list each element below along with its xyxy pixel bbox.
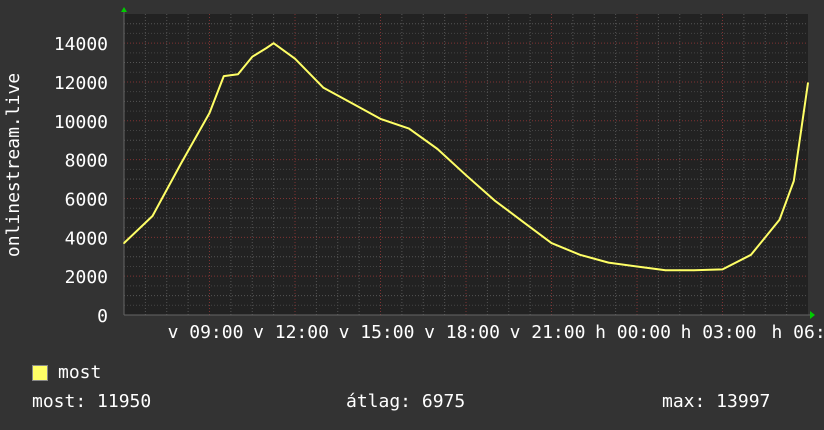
y-tick-label: 6000 xyxy=(65,189,108,210)
data-point xyxy=(294,57,296,60)
data-point xyxy=(664,269,667,272)
stat-current: most: 11950 xyxy=(32,391,152,412)
data-point xyxy=(208,112,211,114)
data-point xyxy=(778,219,781,221)
y-tick-label: 12000 xyxy=(54,73,108,94)
legend: most xyxy=(32,362,101,383)
y-tick-label: 14000 xyxy=(54,34,108,55)
data-point xyxy=(222,75,225,77)
data-point xyxy=(379,118,382,120)
data-point xyxy=(807,82,809,84)
data-point xyxy=(579,254,581,256)
y-tick-label: 4000 xyxy=(65,228,108,249)
x-tick-label: v 18:00 xyxy=(424,322,500,343)
x-tick-label: v 21:00 xyxy=(510,322,586,343)
x-axis-arrow xyxy=(810,311,815,319)
data-point xyxy=(792,180,795,182)
data-point xyxy=(607,261,610,264)
data-point xyxy=(237,73,239,75)
data-point xyxy=(265,47,268,49)
y-tick-label: 8000 xyxy=(65,151,108,172)
y-tick-label: 2000 xyxy=(65,267,108,288)
legend-swatch xyxy=(32,364,48,381)
data-point xyxy=(493,199,496,202)
x-tick-label: h 06:0 xyxy=(771,322,824,343)
x-tick-label: v 09:00 xyxy=(168,322,244,343)
data-point xyxy=(636,265,638,268)
data-point xyxy=(251,55,254,58)
x-tick-label: h 00:00 xyxy=(595,322,671,343)
data-point xyxy=(180,162,182,165)
y-tick-label: 10000 xyxy=(54,112,108,133)
stat-max: max: 13997 xyxy=(662,391,771,412)
data-point xyxy=(272,42,275,44)
y-axis-label: onlinestream.live xyxy=(3,73,24,257)
data-point xyxy=(436,148,439,150)
data-point xyxy=(322,86,325,89)
legend-label: most xyxy=(58,362,102,383)
data-point xyxy=(123,242,125,244)
data-point xyxy=(550,242,553,244)
y-tick-label: 0 xyxy=(97,306,108,327)
data-point xyxy=(408,127,410,130)
stat-average: átlag: 6975 xyxy=(346,391,466,412)
data-point xyxy=(465,174,467,176)
data-point xyxy=(351,102,353,105)
x-tick-label: v 15:00 xyxy=(339,322,415,343)
data-point xyxy=(693,269,695,272)
data-point xyxy=(721,268,724,271)
data-point xyxy=(151,215,154,217)
x-tick-label: v 12:00 xyxy=(253,322,329,343)
y-axis-arrow xyxy=(121,7,127,12)
x-tick-label: h 03:00 xyxy=(681,322,757,343)
data-point xyxy=(750,254,752,256)
data-point xyxy=(522,220,524,223)
